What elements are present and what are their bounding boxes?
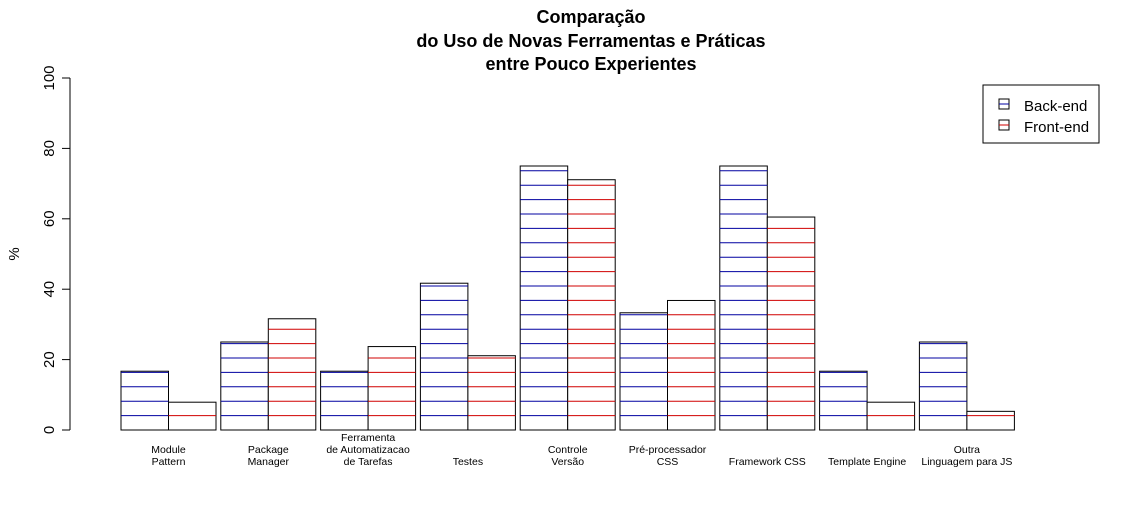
bar-back-end	[419, 282, 469, 431]
category-label: Ferramenta	[341, 432, 395, 444]
category-label: Linguagem para JS	[921, 456, 1012, 468]
category-label: Pré-processador	[629, 444, 707, 456]
category-label: Controle	[548, 444, 588, 456]
bar-outline	[918, 341, 968, 431]
y-tick-label: 100	[41, 65, 58, 90]
category-label: Testes	[453, 456, 483, 468]
bar-back-end	[719, 165, 768, 431]
category-label: Versão	[551, 456, 584, 468]
y-tick-label: 80	[41, 140, 58, 157]
bar-outline	[667, 299, 716, 431]
legend-label-back-end: Back-end	[1024, 98, 1087, 115]
category-label: Template Engine	[828, 456, 906, 468]
bar-front-end	[467, 355, 516, 431]
legend-box	[982, 84, 1100, 144]
chart-title: Comparação do Uso de Novas Ferramentas e…	[416, 7, 765, 74]
bar-outline	[267, 318, 317, 431]
bar-outline	[320, 370, 369, 431]
bar-front-end	[367, 346, 417, 431]
bar-front-end	[267, 318, 317, 431]
bar-outline	[567, 179, 616, 431]
bar-outline	[419, 282, 469, 431]
bar-outline	[619, 312, 668, 431]
title-line-2: do Uso de Novas Ferramentas e Práticas	[416, 31, 765, 51]
category-label: Outra	[954, 444, 980, 456]
bar-outline	[467, 355, 516, 431]
category-label: Package	[248, 444, 289, 456]
category-label: de Tarefas	[344, 456, 393, 468]
bar-front-end	[766, 216, 816, 431]
category-label: de Automatizacao	[326, 444, 410, 456]
legend: Back-end Front-end	[982, 84, 1100, 144]
category-labels: ModulePatternPackageManagerFerramentade …	[151, 432, 1012, 468]
bar-back-end	[220, 341, 269, 431]
bar-back-end	[619, 312, 668, 431]
category-label: Manager	[248, 456, 290, 468]
legend-label-front-end: Front-end	[1024, 119, 1089, 136]
bar-back-end	[120, 370, 169, 431]
bar-outline	[819, 370, 868, 431]
y-tick-label: 40	[41, 281, 58, 298]
bar-outline	[519, 165, 569, 431]
y-axis-label: %	[6, 247, 23, 260]
bar-outline	[766, 216, 816, 431]
bars-group	[120, 165, 1015, 431]
y-tick-label: 60	[41, 210, 58, 227]
bar-outline	[719, 165, 768, 431]
bar-front-end	[866, 401, 916, 431]
bar-outline	[966, 410, 1015, 431]
bar-outline	[220, 341, 269, 431]
category-label: Framework CSS	[729, 456, 806, 468]
bar-outline	[120, 370, 169, 431]
bar-back-end	[819, 370, 868, 431]
y-tick-label: 20	[41, 351, 58, 368]
bar-front-end	[567, 179, 616, 431]
category-label: CSS	[657, 456, 679, 468]
bar-front-end	[168, 401, 217, 431]
bar-front-end	[966, 410, 1015, 431]
y-tick-label: 0	[41, 426, 58, 434]
bar-back-end	[918, 341, 968, 431]
bar-front-end	[667, 299, 716, 431]
title-line-3: entre Pouco Experientes	[485, 54, 696, 74]
bar-back-end	[320, 370, 369, 431]
bar-outline	[367, 346, 417, 431]
title-line-1: Comparação	[536, 7, 645, 27]
y-axis: 0 20 40 60 80 100	[41, 65, 71, 434]
category-label: Pattern	[152, 456, 186, 468]
category-label: Module	[151, 444, 186, 456]
bar-back-end	[519, 165, 569, 431]
